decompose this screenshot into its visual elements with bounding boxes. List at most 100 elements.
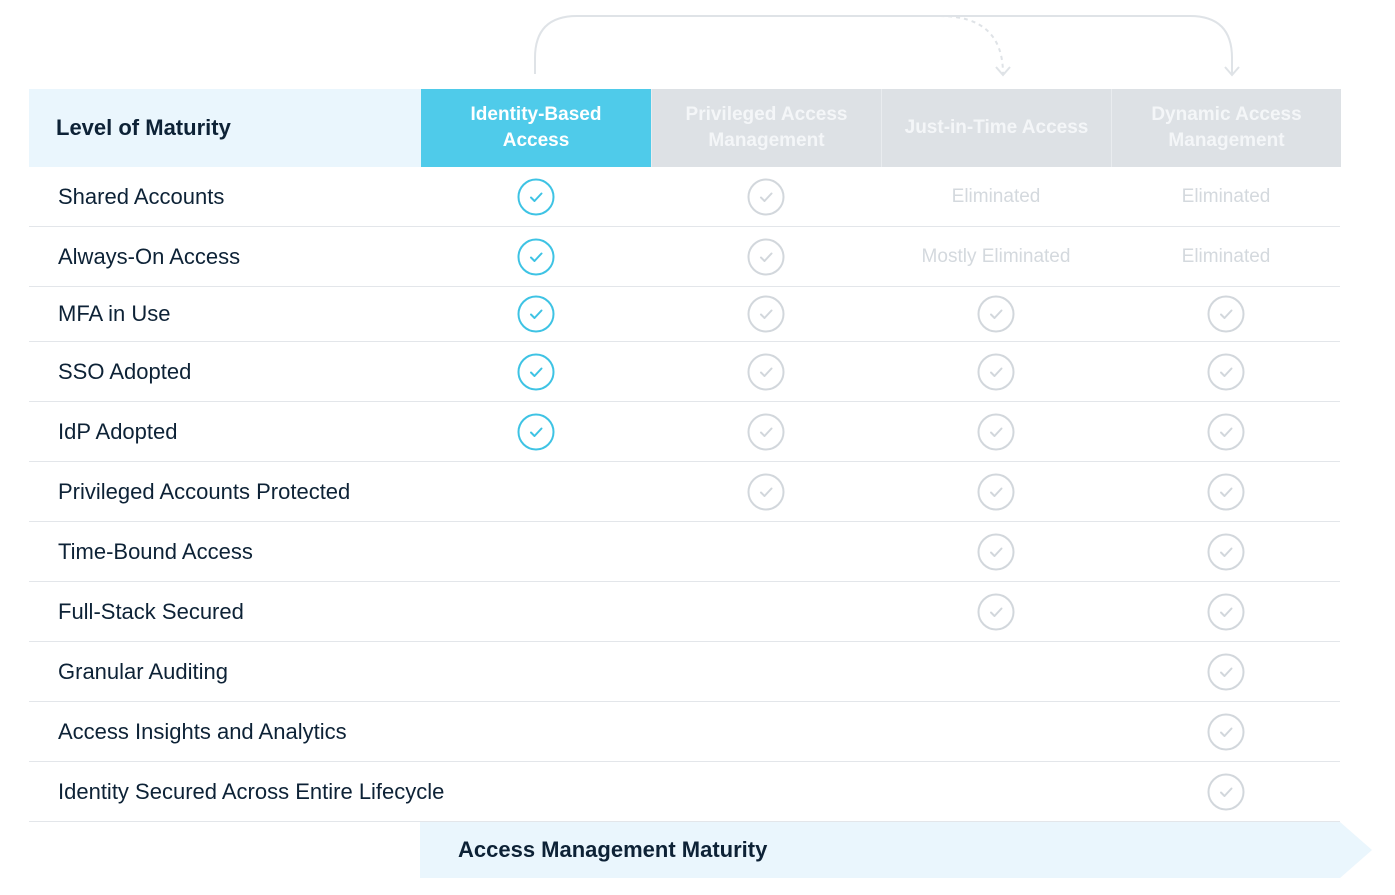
check-circle-icon — [1207, 593, 1245, 630]
check-circle-icon — [747, 473, 785, 510]
cell-status-text: Mostly Eliminated — [921, 245, 1071, 267]
check-circle-icon — [1207, 653, 1245, 690]
check-circle-icon — [1207, 413, 1245, 450]
arc-solid — [534, 15, 1233, 74]
cell-status-text: Eliminated — [951, 185, 1041, 207]
table-row: Privileged Accounts Protected — [29, 462, 1340, 522]
cell-dynamic-access — [1111, 582, 1341, 641]
check-circle-icon — [747, 413, 785, 450]
table-row: Time-Bound Access — [29, 522, 1340, 582]
cell-just-in-time — [881, 522, 1111, 581]
cell-dynamic-access — [1111, 522, 1341, 581]
table-row: IdP Adopted — [29, 402, 1340, 462]
cell-dynamic-access — [1111, 462, 1341, 521]
cell-identity-based — [421, 522, 651, 581]
cell-dynamic-access — [1111, 642, 1341, 701]
cell-dynamic-access: Eliminated — [1111, 167, 1341, 226]
row-label: IdP Adopted — [58, 418, 178, 444]
check-circle-icon — [977, 533, 1015, 570]
cell-just-in-time — [881, 287, 1111, 341]
row-label: Granular Auditing — [58, 658, 228, 684]
transition-arrows — [534, 15, 1240, 77]
cell-identity-based — [421, 762, 651, 821]
cell-privileged-access — [651, 462, 881, 521]
cell-identity-based — [421, 167, 651, 226]
row-label: SSO Adopted — [58, 358, 192, 384]
check-circle-icon-active — [517, 178, 555, 215]
arc-dashed — [939, 15, 1004, 75]
cell-identity-based — [421, 462, 651, 521]
table-row: MFA in Use — [29, 287, 1340, 342]
row-label: Full-Stack Secured — [58, 598, 244, 624]
row-label: Privileged Accounts Protected — [58, 478, 351, 504]
arrowhead-dashed — [995, 66, 1011, 77]
cell-just-in-time — [881, 402, 1111, 461]
cell-just-in-time — [881, 702, 1111, 761]
row-label: Access Insights and Analytics — [58, 718, 347, 744]
row-label: MFA in Use — [58, 301, 171, 326]
check-circle-icon-active — [517, 238, 555, 275]
row-label: Identity Secured Across Entire Lifecycle — [58, 778, 445, 804]
cell-just-in-time — [881, 582, 1111, 641]
row-label: Shared Accounts — [58, 183, 225, 209]
column-header-dynamic-access-management: Dynamic Access Management — [1111, 89, 1341, 167]
level-of-maturity-header: Level of Maturity — [29, 89, 421, 167]
cell-just-in-time — [881, 342, 1111, 401]
footer-label: Access Management Maturity — [458, 837, 768, 862]
column-header-just-in-time-access: Just-in-Time Access — [881, 89, 1111, 167]
cell-privileged-access — [651, 582, 881, 641]
check-circle-icon — [977, 353, 1015, 390]
check-circle-icon — [1207, 773, 1245, 810]
cell-privileged-access — [651, 227, 881, 286]
check-circle-icon-active — [517, 295, 555, 333]
check-circle-icon — [747, 353, 785, 390]
cell-just-in-time: Mostly Eliminated — [881, 227, 1111, 286]
cell-privileged-access — [651, 642, 881, 701]
check-circle-icon — [977, 413, 1015, 450]
table-row: Shared Accounts Eliminated Eliminated — [29, 167, 1340, 227]
cell-identity-based — [421, 342, 651, 401]
cell-just-in-time — [881, 462, 1111, 521]
cell-identity-based — [421, 227, 651, 286]
check-circle-icon — [1207, 353, 1245, 390]
cell-privileged-access — [651, 522, 881, 581]
table-row: Access Insights and Analytics — [29, 702, 1340, 762]
check-circle-icon — [1207, 713, 1245, 750]
cell-identity-based — [421, 642, 651, 701]
row-label: Time-Bound Access — [58, 538, 253, 564]
check-circle-icon — [747, 295, 785, 333]
cell-privileged-access — [651, 762, 881, 821]
cell-dynamic-access — [1111, 402, 1341, 461]
table-row: Always-On Access Mostly Eliminated Elimina… — [29, 227, 1340, 287]
check-circle-icon — [977, 593, 1015, 630]
table-row: SSO Adopted — [29, 342, 1340, 402]
table-row: Identity Secured Across Entire Lifecycle — [29, 762, 1340, 822]
check-circle-icon — [977, 295, 1015, 333]
cell-identity-based — [421, 702, 651, 761]
cell-status-text: Eliminated — [1181, 185, 1271, 207]
cell-just-in-time — [881, 642, 1111, 701]
cell-identity-based — [421, 287, 651, 341]
column-header-identity-based-access: Identity-Based Access — [421, 89, 651, 167]
cell-dynamic-access — [1111, 762, 1341, 821]
check-circle-icon — [1207, 295, 1245, 333]
check-circle-icon-active — [517, 353, 555, 390]
cell-dynamic-access — [1111, 287, 1341, 341]
cell-dynamic-access — [1111, 702, 1341, 761]
column-header-privileged-access-management: Privileged Access Management — [651, 89, 881, 167]
table-row: Granular Auditing — [29, 642, 1340, 702]
cell-privileged-access — [651, 702, 881, 761]
cell-just-in-time: Eliminated — [881, 167, 1111, 226]
cell-privileged-access — [651, 167, 881, 226]
cell-identity-based — [421, 402, 651, 461]
access-management-maturity-banner: Access Management Maturity — [420, 822, 1340, 878]
check-circle-icon — [977, 473, 1015, 510]
arrowhead-solid — [1224, 66, 1240, 77]
table-row: Full-Stack Secured — [29, 582, 1340, 642]
cell-privileged-access — [651, 342, 881, 401]
check-circle-icon — [747, 178, 785, 215]
cell-just-in-time — [881, 762, 1111, 821]
row-label: Always-On Access — [58, 243, 241, 269]
cell-status-text: Eliminated — [1181, 245, 1271, 267]
cell-identity-based — [421, 582, 651, 641]
